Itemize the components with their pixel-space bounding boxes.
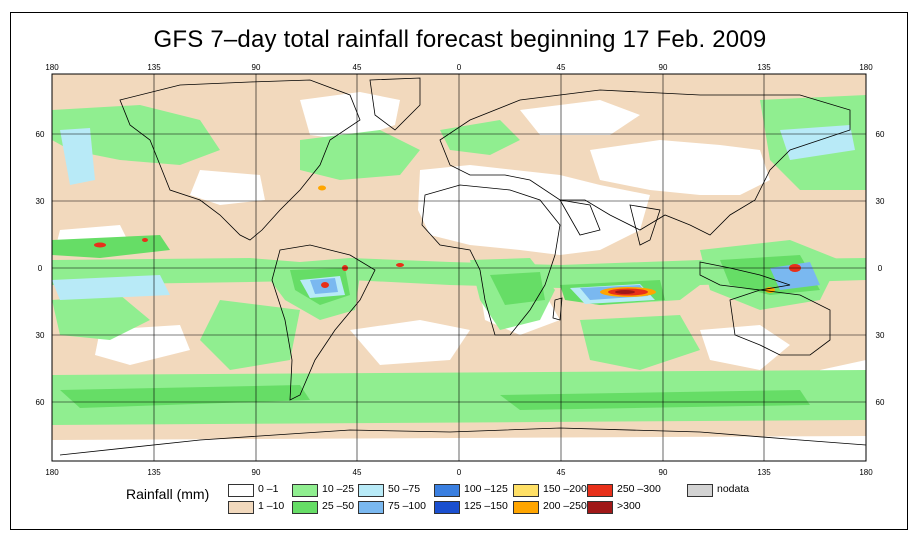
- legend-label: 25 –50: [322, 500, 355, 512]
- lon-tick-label: 90: [659, 468, 668, 477]
- legend-label: 100 –125: [464, 483, 508, 495]
- lat-tick-label: 30: [876, 331, 885, 340]
- map-border: [51, 73, 867, 462]
- lon-tick-label: 90: [252, 63, 261, 72]
- lat-tick-label: 0: [878, 264, 883, 273]
- lon-tick-label: 0: [457, 468, 462, 477]
- legend-swatch: [513, 484, 539, 497]
- lon-tick-label: 180: [859, 63, 873, 72]
- map-title: GFS 7–day total rainfall forecast beginn…: [153, 26, 767, 53]
- legend-label: >300: [617, 500, 641, 512]
- lon-tick-label: 45: [353, 468, 362, 477]
- lat-tick-label: 0: [38, 264, 43, 273]
- legend-label: 50 –75: [388, 483, 421, 495]
- lon-tick-label: 135: [757, 63, 771, 72]
- legend-swatch: [292, 501, 318, 514]
- legend-swatch: [228, 484, 254, 497]
- legend-swatch: [687, 484, 713, 497]
- legend-swatch: [434, 501, 460, 514]
- lat-tick-label: 30: [876, 197, 885, 206]
- lon-tick-label: 135: [147, 63, 161, 72]
- legend-title: Rainfall (mm): [126, 486, 210, 502]
- lon-tick-label: 45: [353, 63, 362, 72]
- legend-swatch: [587, 484, 613, 497]
- legend-label: 1 –10: [258, 500, 285, 512]
- lon-tick-label: 135: [757, 468, 771, 477]
- lat-tick-label: 60: [36, 130, 45, 139]
- legend-swatch: [228, 501, 254, 514]
- lon-tick-label: 180: [859, 468, 873, 477]
- graticule: [52, 74, 866, 461]
- lat-tick-label: 60: [876, 398, 885, 407]
- lat-tick-label: 60: [876, 130, 885, 139]
- lon-tick-label: 45: [557, 468, 566, 477]
- lat-tick-label: 30: [36, 197, 45, 206]
- legend-label: 200 –250: [543, 500, 587, 512]
- lon-tick-label: 0: [457, 63, 462, 72]
- lon-ticks-top: 180 135 90 45 0 45 90 135 180: [45, 63, 873, 72]
- lat-ticks-left: 60 30 0 30 60: [36, 130, 45, 407]
- legend-label: 150 –200: [543, 483, 587, 495]
- legend-swatch: [434, 484, 460, 497]
- coastlines: [59, 77, 866, 456]
- lon-tick-label: 135: [147, 468, 161, 477]
- legend-swatch: [587, 501, 613, 514]
- lat-tick-label: 30: [36, 331, 45, 340]
- lat-tick-label: 60: [36, 398, 45, 407]
- lon-tick-label: 90: [252, 468, 261, 477]
- lon-tick-label: 90: [659, 63, 668, 72]
- legend-swatch: [513, 501, 539, 514]
- lon-tick-label: 180: [45, 63, 59, 72]
- legend-swatch: [358, 501, 384, 514]
- legend-swatch: [292, 484, 318, 497]
- legend-label: nodata: [717, 483, 750, 495]
- legend-swatch: [358, 484, 384, 497]
- lon-ticks-bottom: 180 135 90 45 0 45 90 135 180: [45, 468, 873, 477]
- lon-tick-label: 180: [45, 468, 59, 477]
- legend-label: 0 –1: [258, 483, 279, 495]
- heavy-rain-cores: [94, 185, 801, 297]
- legend-label: 75 –100: [388, 500, 426, 512]
- lon-tick-label: 45: [557, 63, 566, 72]
- lat-ticks-right: 60 30 0 30 60: [876, 130, 885, 407]
- legend-label: 125 –150: [464, 500, 508, 512]
- legend-label: 250 –300: [617, 483, 661, 495]
- legend-label: 10 –25: [322, 483, 355, 495]
